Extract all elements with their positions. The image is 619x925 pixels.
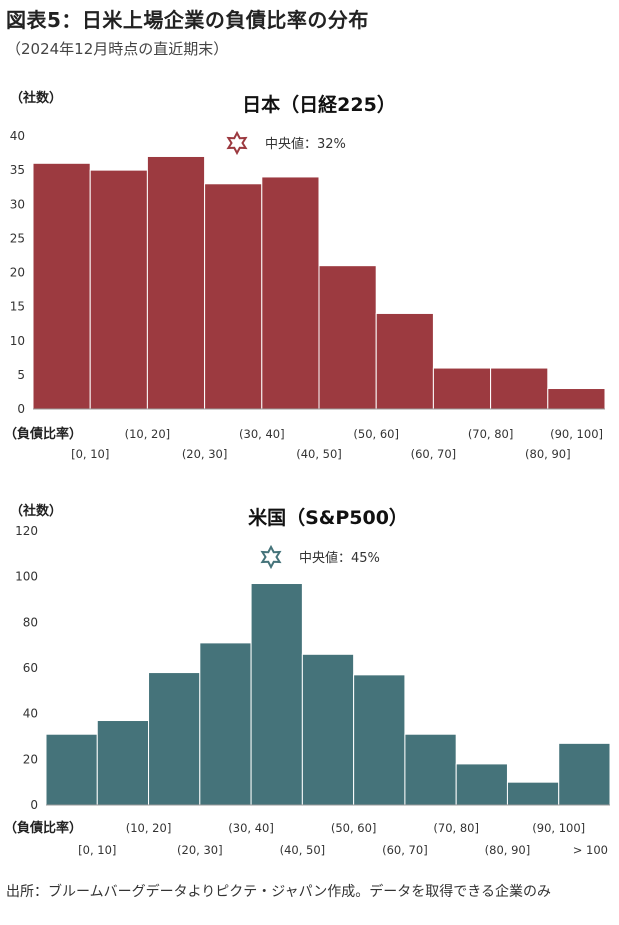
x-tick-label: (20, 30] [182, 447, 228, 461]
y-tick-label: 30 [10, 197, 25, 211]
x-tick-label: (30, 40] [239, 427, 285, 441]
y-tick-label: 5 [17, 368, 25, 382]
bar [89, 169, 148, 410]
chart-title: 米国（S&P500） [248, 506, 408, 529]
x-tick-label: > 100 [573, 843, 608, 857]
y-tick-label: 40 [23, 707, 38, 721]
y-unit-label: （社数） [10, 503, 62, 519]
y-tick-label: 15 [10, 300, 25, 314]
bar [558, 742, 611, 806]
bar [261, 176, 320, 410]
bar [318, 265, 377, 410]
x-tick-label: (60, 70] [411, 447, 457, 461]
x-tick-label: (40, 50] [296, 447, 342, 461]
y-tick-label: 0 [17, 402, 25, 416]
source-note: 出所：ブルームバーグデータよりピクテ・ジャパン作成。データを取得できる企業のみ [6, 884, 552, 900]
x-axis-label: （負債比率） [4, 426, 82, 442]
y-unit-label: （社数） [10, 90, 62, 106]
bar [250, 583, 303, 806]
x-tick-label: (40, 50] [280, 843, 326, 857]
y-tick-label: 40 [10, 129, 25, 143]
bar [506, 781, 560, 806]
y-tick-label: 20 [23, 752, 38, 766]
x-tick-label: (70, 80] [468, 427, 514, 441]
x-tick-label: (90, 100] [532, 821, 585, 835]
x-tick-label: [0, 10] [78, 843, 116, 857]
chart-title: 日本（日経225） [242, 93, 396, 116]
bar [199, 642, 252, 806]
x-tick-label: (60, 70] [382, 843, 428, 857]
bar [404, 733, 457, 806]
chart-us: （社数） 米国（S&P500） 中央値：45% 0 20 40 60 80 100 120 （負債比… [4, 503, 611, 857]
bar [96, 720, 150, 806]
x-tick-label: (80, 90] [485, 843, 531, 857]
y-tick-label: 0 [30, 798, 38, 812]
x-tick-label: (50, 60] [331, 821, 377, 835]
bar [375, 312, 434, 410]
bar [455, 763, 508, 806]
x-tick-label: (30, 40] [228, 821, 274, 835]
bar [45, 733, 98, 806]
x-tick-label: (10, 20] [126, 821, 172, 835]
median-star-icon [226, 130, 248, 156]
page-subtitle: （2024年12月時点の直近期末） [6, 40, 229, 58]
bar [32, 162, 91, 410]
bar [204, 183, 263, 410]
x-tick-label: [0, 10] [71, 447, 109, 461]
bar [547, 388, 606, 410]
bar [353, 674, 406, 806]
y-tick-label: 25 [10, 231, 25, 245]
bar [148, 672, 201, 806]
y-tick-label: 20 [10, 266, 25, 280]
y-tick-label: 35 [10, 163, 25, 177]
y-tick-label: 100 [15, 570, 38, 584]
chart-japan: （社数） 日本（日経225） 中央値：32% 0 5 10 15 20 25 30 35 40 （負債比… [4, 90, 606, 461]
x-tick-label: (20, 30] [177, 843, 223, 857]
x-tick-label: (80, 90] [525, 447, 571, 461]
bar [490, 367, 549, 410]
x-tick-label: (10, 20] [125, 427, 171, 441]
bar [146, 155, 206, 410]
x-tick-label: (70, 80] [433, 821, 479, 835]
bar [301, 653, 355, 806]
median-label: 中央値：32% [265, 136, 346, 152]
y-tick-label: 60 [23, 661, 38, 675]
bar [432, 367, 492, 410]
x-tick-label: (50, 60] [353, 427, 399, 441]
x-axis-label: （負債比率） [4, 820, 82, 836]
median-star-icon [260, 544, 282, 570]
y-tick-label: 10 [10, 334, 25, 348]
page-title: 図表5：日米上場企業の負債比率の分布 [6, 8, 369, 32]
x-tick-label: (90, 100] [550, 427, 603, 441]
y-tick-label: 120 [15, 524, 38, 538]
median-label: 中央値：45% [299, 550, 380, 566]
y-tick-label: 80 [23, 615, 38, 629]
